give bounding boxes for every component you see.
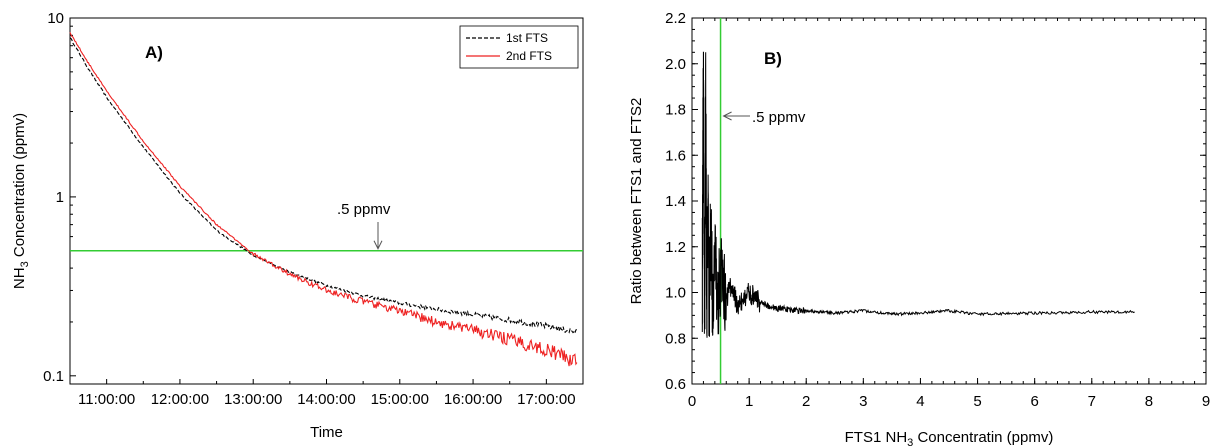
panel-a-plot-frame (69, 17, 584, 385)
panel-b-y-axis-label: Ratio between FTS1 and FTS2 (628, 98, 645, 305)
series-1st-fts-line (69, 37, 578, 335)
panel-a-x-axis-label: Time (310, 424, 343, 441)
x-tick-label: 2 (802, 393, 810, 410)
panel-b-series (701, 51, 1135, 338)
x-tick-label: 3 (859, 393, 867, 410)
xlabel-main: FTS1 NH (845, 429, 908, 446)
x-tick-label: 17:00:00 (517, 391, 575, 408)
y-tick-label: 10 (47, 10, 64, 27)
y-tick-label: 1 (56, 189, 64, 206)
x-tick-label: 16:00:00 (444, 391, 502, 408)
panel-a-label: A) (145, 43, 163, 62)
x-tick-label: 0 (688, 393, 696, 410)
panel-a-series (69, 32, 578, 367)
panel-a-ticks: 11:00:00 12:00:00 13:00:00 14:00:00 15:00:00… (43, 10, 575, 408)
panel-b-plot-frame (691, 17, 1207, 385)
y-tick-label: 1.0 (665, 285, 686, 302)
panel-a-threshold-label: .5 ppmv (337, 201, 391, 218)
panel-a-threshold (70, 222, 583, 252)
threshold-arrow-head (373, 240, 383, 250)
x-tick-label: 9 (1202, 393, 1210, 410)
y-tick-label: 2.2 (665, 10, 686, 27)
y-tick-label: 1.8 (665, 102, 686, 119)
y-tick-label: 1.2 (665, 239, 686, 256)
panel-b-ticks: 0 1 2 3 4 5 6 7 8 9 0.6 0.8 1.0 1.2 1.4 1.6 1.8 2.0 2.2 (665, 10, 1210, 410)
panel-b-threshold (719, 18, 750, 384)
panel-a: 11:00:00 12:00:00 13:00:00 14:00:00 15:00:00… (11, 10, 584, 441)
xlabel-subscript: 3 (907, 437, 913, 448)
legend-entry-label: 2nd FTS (506, 49, 552, 63)
y-tick-label: 0.1 (43, 368, 64, 385)
x-tick-label: 5 (973, 393, 981, 410)
x-tick-label: 14:00:00 (297, 391, 355, 408)
panel-a-legend: 1st FTS 2nd FTS (459, 25, 579, 69)
x-tick-label: 1 (745, 393, 753, 410)
ylabel-main: NH (11, 267, 28, 289)
panel-a-y-axis-label: NH3 Concentration (ppmv) (11, 113, 31, 289)
panel-b-label: B) (764, 49, 782, 68)
threshold-arrow-head (722, 111, 732, 121)
x-tick-label: 13:00:00 (224, 391, 282, 408)
y-tick-label: 0.8 (665, 330, 686, 347)
legend-box (459, 25, 579, 69)
y-tick-label: 1.4 (665, 193, 686, 210)
y-tick-label: 0.6 (665, 376, 686, 393)
series-2nd-fts-line (69, 32, 578, 367)
legend-entry-label: 1st FTS (506, 31, 548, 45)
ylabel-rest: Concentration (ppmv) (11, 113, 28, 261)
y-tick-label: 2.0 (665, 56, 686, 73)
x-tick-label: 4 (916, 393, 924, 410)
x-tick-label: 8 (1145, 393, 1153, 410)
x-tick-label: 7 (1088, 393, 1096, 410)
panel-b: 0 1 2 3 4 5 6 7 8 9 0.6 0.8 1.0 1.2 1.4 1.6 1.8 2.0 2.2 B)… (628, 10, 1210, 448)
xlabel-rest: Concentratin (ppmv) (913, 429, 1053, 446)
ratio-series-line (701, 51, 1135, 338)
ylabel-subscript: 3 (19, 261, 31, 267)
y-tick-label: 1.6 (665, 147, 686, 164)
x-tick-label: 11:00:00 (78, 391, 135, 408)
panel-b-threshold-label: .5 ppmv (752, 109, 806, 126)
x-tick-label: 12:00:00 (151, 391, 209, 408)
x-tick-label: 6 (1030, 393, 1038, 410)
panel-b-x-axis-label: FTS1 NH3 Concentratin (ppmv) (845, 429, 1054, 448)
x-tick-label: 15:00:00 (371, 391, 429, 408)
